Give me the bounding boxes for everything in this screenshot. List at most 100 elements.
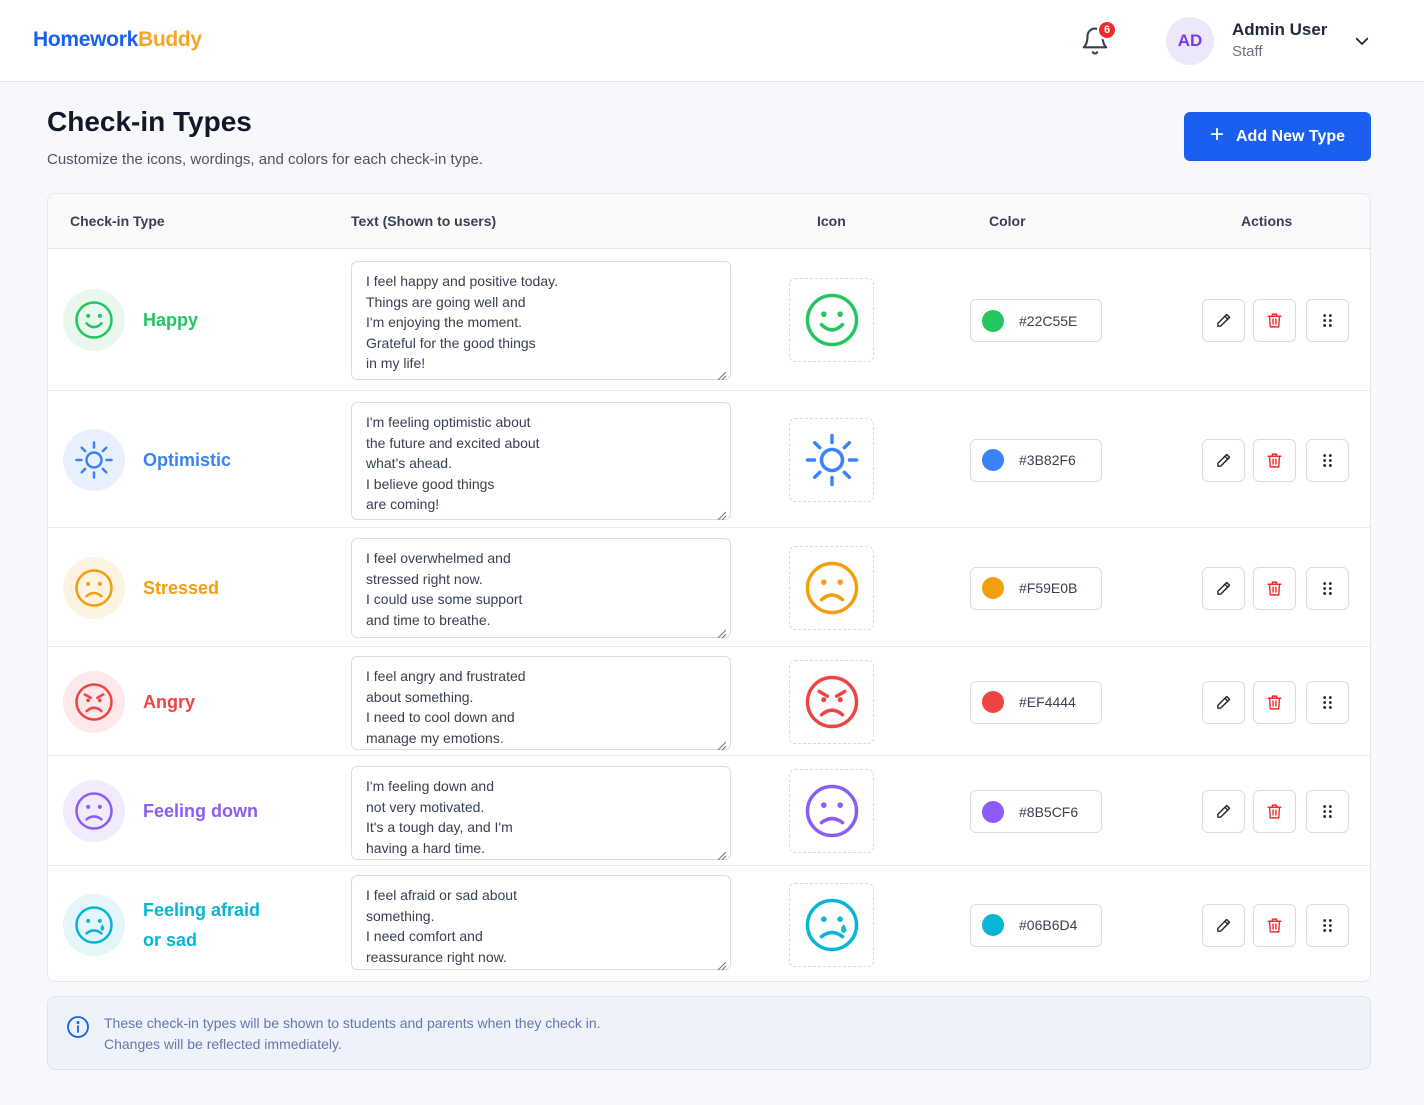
color-swatch [982,309,1004,332]
avatar[interactable]: AD [1166,17,1214,65]
resize-handle-icon[interactable] [717,624,727,639]
delete-button[interactable] [1253,566,1296,610]
drag-handle-button[interactable] [1306,566,1349,610]
color-hex-value: #22C55E [1019,312,1078,329]
drag-handle-button[interactable] [1306,680,1349,724]
resize-handle-icon[interactable] [717,506,727,521]
info-text-line-2: Changes will be reflected immediately. [104,1036,342,1052]
color-picker[interactable]: #06B6D4 [970,903,1102,947]
color-swatch [982,914,1004,936]
trash-icon [1266,452,1283,469]
icon-picker[interactable] [789,278,874,362]
edit-button[interactable] [1202,299,1245,342]
drag-handle-button[interactable] [1306,790,1349,833]
color-hex-value: #8B5CF6 [1019,803,1079,820]
stressed-face-icon [74,568,114,608]
delete-button[interactable] [1253,299,1296,342]
check-in-types-table: Check-in Type Text (Shown to users) Icon… [47,193,1371,982]
pencil-icon [1215,694,1232,711]
check-in-type-badge [63,780,125,842]
icon-picker[interactable] [789,545,874,630]
check-in-text-value: I'm feeling down and not very motivated.… [366,778,513,856]
sun-icon [74,440,114,480]
drag-handle-button[interactable] [1306,299,1349,342]
check-in-text-field[interactable]: I feel angry and frustrated about someth… [351,656,731,751]
check-in-type-name: Feeling afraid or sad [143,899,261,950]
color-picker[interactable]: #F59E0B [970,566,1102,610]
delete-button[interactable] [1253,903,1296,947]
column-header-text: Text (Shown to users) [351,213,497,229]
chevron-down-icon[interactable] [1353,32,1371,50]
table-row: Angry I feel angry and frustrated about s… [48,647,1370,756]
icon-picker[interactable] [789,769,874,853]
user-role: Staff [1232,43,1263,60]
color-picker[interactable]: #3B82F6 [970,438,1102,482]
delete-button[interactable] [1253,438,1296,482]
edit-button[interactable] [1202,680,1245,724]
delete-button[interactable] [1253,680,1296,724]
check-in-text-field[interactable]: I feel happy and positive today. Things … [351,261,731,381]
resize-handle-icon[interactable] [717,956,727,971]
check-in-text-field[interactable]: I feel overwhelmed and stressed right no… [351,538,731,639]
check-in-type-badge [63,670,125,733]
edit-button[interactable] [1202,903,1245,947]
color-swatch [982,800,1004,823]
sad-face-icon [804,783,860,839]
check-in-type-badge [63,893,125,956]
table-row: Happy I feel happy and positive today. Th… [48,249,1370,391]
pencil-icon [1215,803,1232,820]
drag-dots-icon [1319,312,1336,329]
table-row: Stressed I feel overwhelmed and stressed … [48,528,1370,647]
resize-handle-icon[interactable] [717,846,727,861]
add-new-type-label: Add New Type [1235,127,1346,145]
check-in-text-value: I'm feeling optimistic about the future … [366,414,540,513]
top-bar: HomeworkBuddy 6 AD Admin User Staff [0,0,1424,82]
icon-picker[interactable] [789,659,874,744]
trash-icon [1266,694,1283,711]
color-hex-value: #F59E0B [1019,580,1078,596]
logo[interactable]: HomeworkBuddy [33,28,202,52]
drag-handle-button[interactable] [1306,903,1349,947]
bell-icon[interactable] [1080,25,1110,57]
pencil-icon [1215,917,1232,934]
icon-picker[interactable] [789,882,874,967]
check-in-type-name: Angry [143,691,196,712]
smile-icon [74,300,114,340]
user-name: Admin User [1232,20,1328,39]
check-in-text-field[interactable]: I feel afraid or sad about something. I … [351,875,731,971]
column-header-check-in-type: Check-in Type [70,213,165,229]
logo-part-buddy: Buddy [137,28,202,51]
color-swatch [982,577,1004,599]
resize-handle-icon[interactable] [717,366,727,381]
add-new-type-button[interactable]: + Add New Type [1184,112,1371,161]
tearful-face-icon [74,905,114,945]
color-swatch [982,449,1004,471]
sun-icon [804,432,860,488]
delete-button[interactable] [1253,790,1296,833]
table-row: Feeling down I'm feeling down and not ver… [48,756,1370,866]
pencil-icon [1215,452,1232,469]
notification-badge: 6 [1097,20,1117,40]
drag-handle-button[interactable] [1306,438,1349,482]
resize-handle-icon[interactable] [717,736,727,751]
edit-button[interactable] [1202,790,1245,833]
color-picker[interactable]: #8B5CF6 [970,790,1102,833]
color-picker[interactable]: #EF4444 [970,680,1102,724]
check-in-text-value: I feel afraid or sad about something. I … [366,887,517,965]
smile-icon [804,292,860,348]
plus-icon: + [1209,121,1224,148]
edit-button[interactable] [1202,438,1245,482]
page-title: Check-in Types [47,106,252,137]
check-in-text-field[interactable]: I'm feeling optimistic about the future … [351,402,731,521]
color-hex-value: #06B6D4 [1019,917,1078,933]
drag-dots-icon [1319,694,1336,711]
info-text-line-1: These check-in types will be shown to st… [104,1015,601,1031]
column-header-color: Color [989,213,1026,229]
edit-button[interactable] [1202,566,1245,610]
color-picker[interactable]: #22C55E [970,299,1102,342]
check-in-text-field[interactable]: I'm feeling down and not very motivated.… [351,766,731,861]
check-in-type-badge [63,289,125,351]
color-hex-value: #EF4444 [1019,694,1076,710]
page-subtitle: Customize the icons, wordings, and color… [47,151,484,168]
icon-picker[interactable] [789,417,874,502]
